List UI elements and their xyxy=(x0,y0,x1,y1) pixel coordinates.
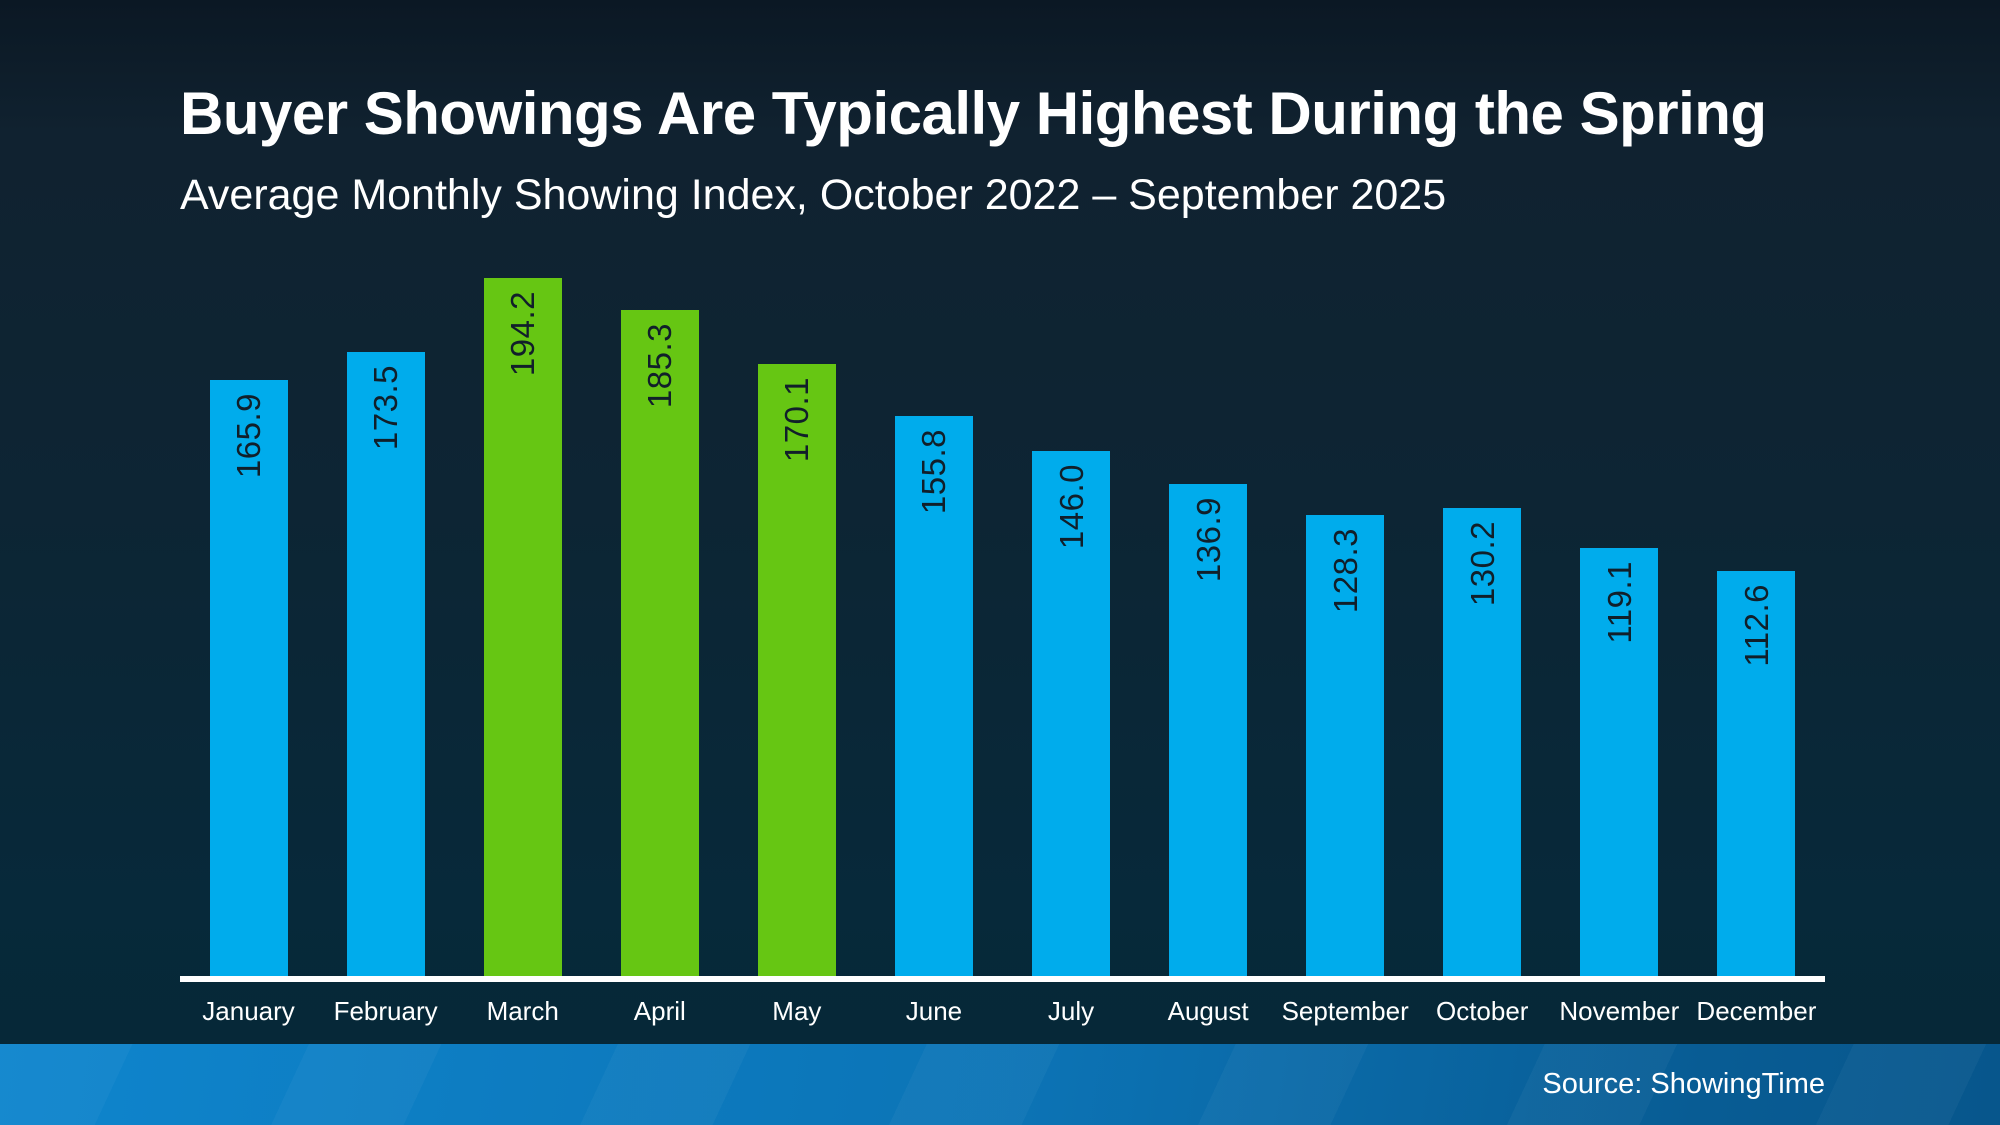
bar-january: 165.9 xyxy=(209,380,288,976)
x-axis-label-october: October xyxy=(1435,996,1529,1026)
bar-slot-august: 136.9 xyxy=(1140,220,1277,976)
x-axis-label-april: April xyxy=(633,996,686,1026)
bar-value-label-january: 165.9 xyxy=(230,393,268,479)
x-axis-label-december: December xyxy=(1696,996,1817,1026)
bar-october: 130.2 xyxy=(1443,508,1522,976)
bar-may: 170.1 xyxy=(757,364,836,976)
footer-bar: Source: ShowingTime xyxy=(0,1044,2000,1125)
bar-value-label-november: 119.1 xyxy=(1600,561,1638,644)
bar-chart-plot-area: 165.9 173.5 194.2 185.3 170.1 155.8 146.0 136.9… xyxy=(180,220,1825,976)
x-axis-label-january: January xyxy=(202,996,295,1026)
x-axis-label-february: February xyxy=(333,996,438,1026)
chart-subtitle: Average Monthly Showing Index, October 2… xyxy=(180,171,1447,219)
bar-slot-march: 194.2 xyxy=(454,220,591,976)
bar-march: 194.2 xyxy=(483,278,562,976)
bar-slot-october: 130.2 xyxy=(1414,220,1551,976)
bar-slot-june: 155.8 xyxy=(865,220,1002,976)
x-axis-label-june: June xyxy=(905,996,963,1026)
bar-september: 128.3 xyxy=(1306,515,1385,976)
bar-november: 119.1 xyxy=(1580,548,1659,976)
bar-slot-september: 128.3 xyxy=(1277,220,1414,976)
bar-value-label-september: 128.3 xyxy=(1326,528,1364,614)
bar-june: 155.8 xyxy=(894,416,973,976)
bar-value-label-april: 185.3 xyxy=(641,323,679,409)
x-axis-label-september: September xyxy=(1281,996,1409,1026)
bar-value-label-december: 112.6 xyxy=(1737,584,1775,667)
bar-august: 136.9 xyxy=(1169,484,1248,976)
x-axis-labels-row: January February March April May June July Augu… xyxy=(180,996,1825,1027)
chart-title: Buyer Showings Are Typically Highest Dur… xyxy=(180,80,1767,147)
bar-value-label-march: 194.2 xyxy=(504,291,542,377)
bar-value-label-may: 170.1 xyxy=(778,377,816,463)
x-axis-label-march: March xyxy=(486,996,559,1026)
x-axis-label-november: November xyxy=(1559,996,1680,1026)
bar-february: 173.5 xyxy=(346,352,425,976)
bar-value-label-august: 136.9 xyxy=(1189,497,1227,583)
x-axis-label-may: May xyxy=(772,996,822,1026)
bar-slot-february: 173.5 xyxy=(317,220,454,976)
bar-slot-november: 119.1 xyxy=(1551,220,1688,976)
x-axis-baseline xyxy=(180,976,1825,982)
bar-slot-july: 146.0 xyxy=(1002,220,1139,976)
bar-december: 112.6 xyxy=(1717,571,1796,976)
bar-slot-april: 185.3 xyxy=(591,220,728,976)
bar-april: 185.3 xyxy=(620,310,699,976)
bar-slot-december: 112.6 xyxy=(1688,220,1825,976)
x-axis-label-august: August xyxy=(1167,996,1249,1026)
bar-july: 146.0 xyxy=(1032,451,1110,976)
x-axis-label-july: July xyxy=(1047,996,1095,1026)
bar-value-label-july: 146.0 xyxy=(1052,464,1090,550)
bar-value-label-february: 173.5 xyxy=(367,365,405,451)
bar-slot-may: 170.1 xyxy=(728,220,865,976)
bar-value-label-june: 155.8 xyxy=(915,429,953,515)
bar-value-label-october: 130.2 xyxy=(1463,521,1501,607)
bar-slot-january: 165.9 xyxy=(180,220,317,976)
source-label: Source: ShowingTime xyxy=(1542,1068,1825,1100)
